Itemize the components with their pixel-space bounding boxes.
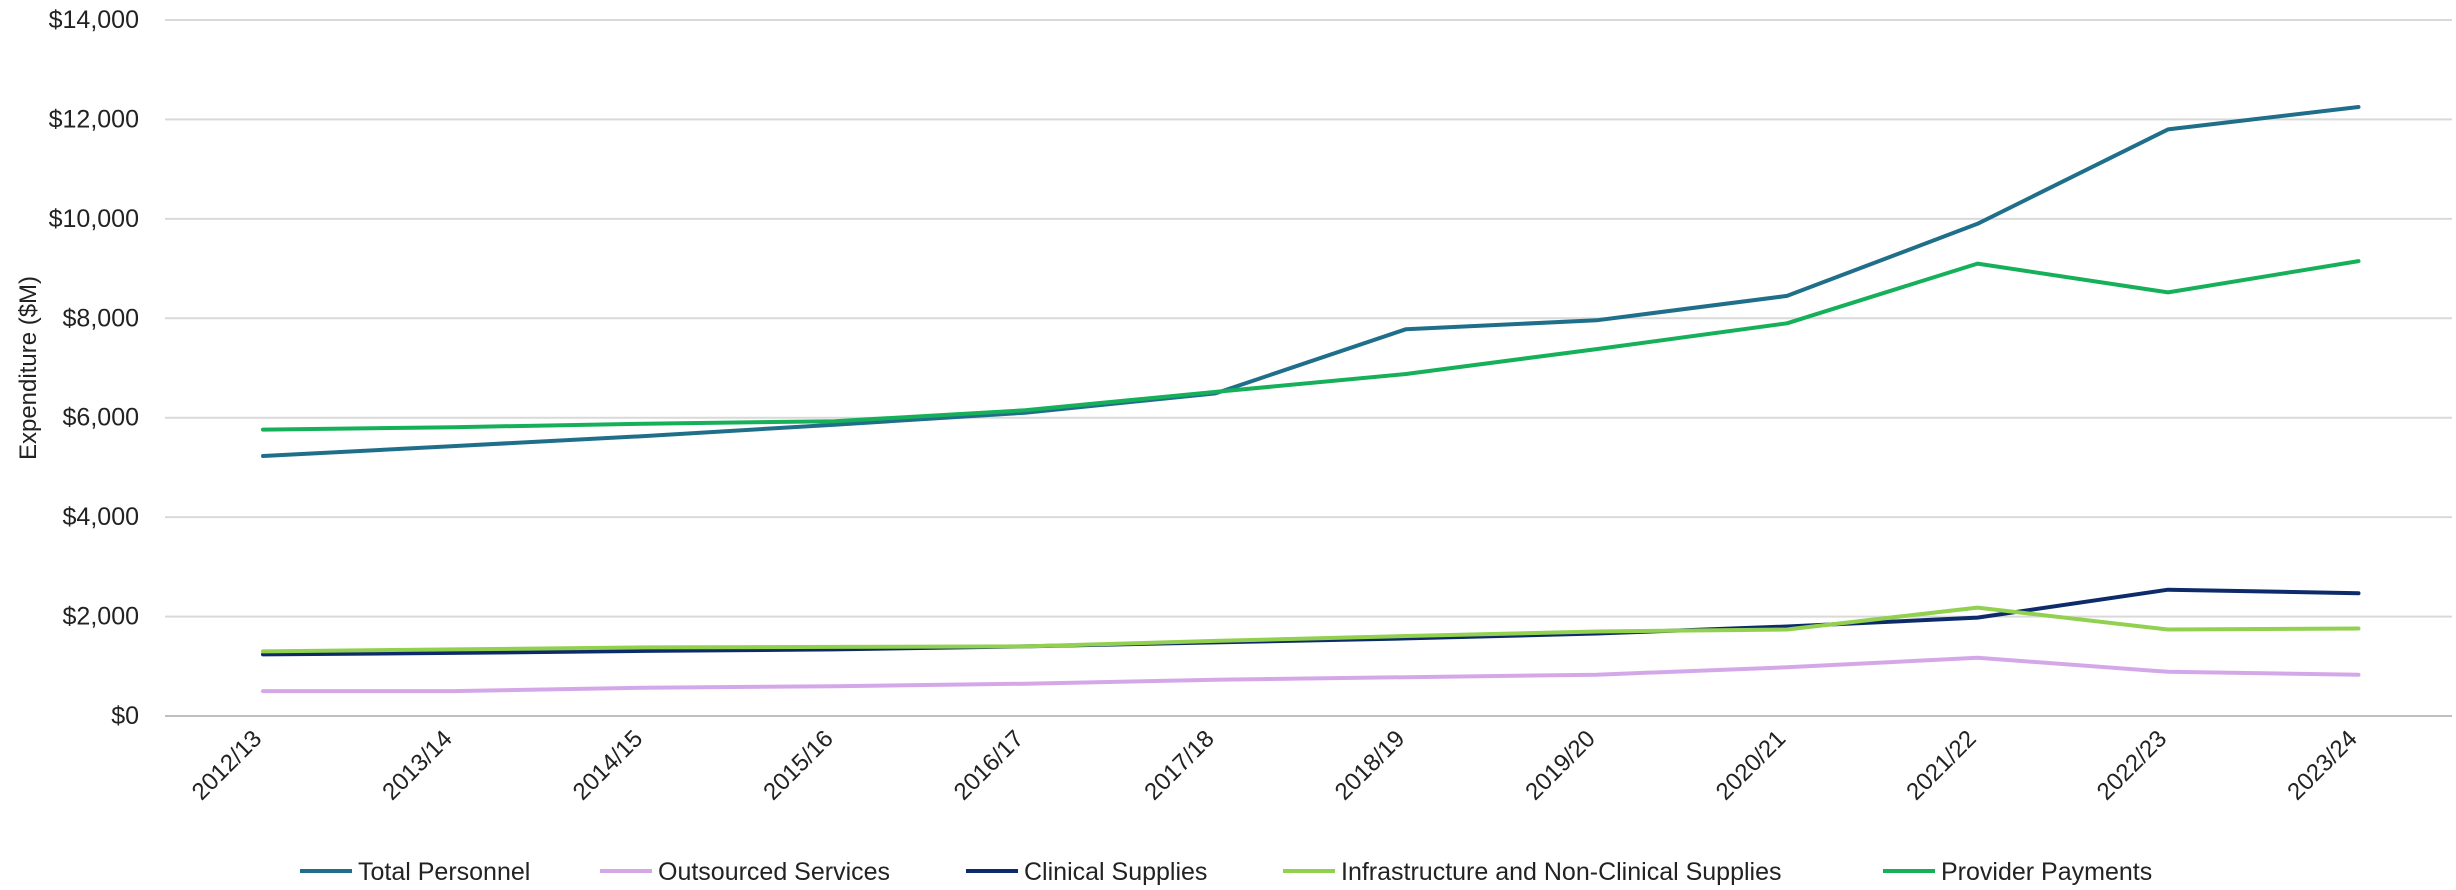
y-axis-title: Expenditure ($M) bbox=[15, 276, 42, 460]
y-tick-label: $12,000 bbox=[49, 105, 139, 133]
legend-label: Provider Payments bbox=[1941, 858, 2152, 885]
y-tick-label: $8,000 bbox=[63, 304, 139, 332]
legend-label: Clinical Supplies bbox=[1024, 858, 1207, 885]
series-layer bbox=[261, 105, 2361, 694]
x-tick-label: 2019/20 bbox=[1520, 725, 1600, 805]
y-tick-label: $14,000 bbox=[49, 6, 139, 34]
series-line-outsourced-services bbox=[261, 655, 2361, 694]
x-tick-label: 2013/14 bbox=[377, 725, 457, 805]
x-tick-label: 2023/24 bbox=[2282, 725, 2362, 805]
y-axis-ticks: $0 $2,000 $4,000 $6,000 $8,000 $10,000 $12,000… bbox=[49, 6, 139, 730]
x-tick-label: 2016/17 bbox=[949, 725, 1029, 805]
x-axis-ticks: 2012/13 2013/14 2014/15 2015/16 2016/17 2017/… bbox=[187, 725, 2363, 805]
x-tick-label: 2021/22 bbox=[1901, 725, 1981, 805]
y-tick-label: $10,000 bbox=[49, 205, 139, 233]
legend-label: Outsourced Services bbox=[658, 858, 890, 885]
x-tick-label: 2012/13 bbox=[187, 725, 267, 805]
series-line-clinical-supplies bbox=[261, 587, 2361, 657]
grid-layer bbox=[165, 19, 2452, 717]
series-line-total-personnel bbox=[261, 105, 2361, 458]
y-tick-label: $4,000 bbox=[63, 503, 139, 531]
y-tick-label: $0 bbox=[111, 702, 139, 730]
x-tick-label: 2020/21 bbox=[1711, 725, 1791, 805]
x-tick-label: 2014/15 bbox=[568, 725, 648, 805]
x-tick-label: 2017/18 bbox=[1139, 725, 1219, 805]
y-tick-label: $6,000 bbox=[63, 404, 139, 432]
series-line-provider-payments bbox=[261, 259, 2361, 432]
x-tick-label: 2015/16 bbox=[758, 725, 838, 805]
legend-label: Total Personnel bbox=[358, 858, 530, 885]
x-tick-label: 2018/19 bbox=[1330, 725, 1410, 805]
x-tick-label: 2022/23 bbox=[2092, 725, 2172, 805]
series-line-infrastructure-and-non-clinical-supplies bbox=[261, 605, 2361, 654]
y-tick-label: $2,000 bbox=[63, 603, 139, 631]
legend-label: Infrastructure and Non-Clinical Supplies bbox=[1341, 858, 1782, 885]
legend: Total Personnel Outsourced Services Clinic… bbox=[300, 858, 2152, 886]
